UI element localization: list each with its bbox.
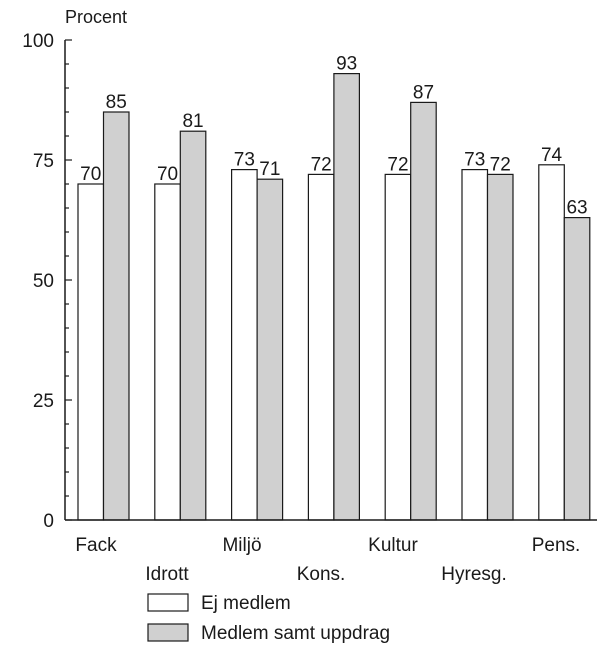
value-label: 70 bbox=[157, 164, 178, 185]
bar-medlem-2 bbox=[256, 178, 284, 521]
bar-medlem-6 bbox=[563, 217, 591, 521]
value-label: 71 bbox=[259, 159, 280, 180]
category-label: Pens. bbox=[532, 535, 581, 556]
value-label: 70 bbox=[80, 164, 101, 185]
value-label: 63 bbox=[566, 198, 587, 219]
legend-label: Ej medlem bbox=[201, 593, 291, 614]
y-tick-label: 100 bbox=[22, 31, 54, 52]
bar-ej-medlem-6 bbox=[538, 164, 565, 521]
legend-swatch bbox=[147, 593, 189, 612]
category-label: Idrott bbox=[145, 564, 189, 585]
bar-medlem-1 bbox=[179, 130, 207, 521]
value-label: 73 bbox=[234, 150, 255, 171]
bar-ej-medlem-0 bbox=[77, 183, 105, 521]
y-tick-label: 50 bbox=[33, 271, 54, 292]
category-label: Hyresg. bbox=[441, 564, 506, 585]
category-label: Kultur bbox=[368, 535, 418, 556]
bar-ej-medlem-5 bbox=[461, 169, 489, 521]
bar-ej-medlem-4 bbox=[384, 173, 412, 521]
value-label: 72 bbox=[387, 154, 408, 175]
category-label: Fack bbox=[75, 535, 117, 556]
value-label: 72 bbox=[490, 154, 511, 175]
category-label: Miljö bbox=[222, 535, 261, 556]
bar-medlem-5 bbox=[486, 173, 514, 521]
value-label: 85 bbox=[106, 92, 127, 113]
bar-ej-medlem-1 bbox=[154, 183, 181, 521]
bar-ej-medlem-2 bbox=[231, 169, 258, 521]
legend-label: Medlem samt uppdrag bbox=[201, 623, 390, 644]
value-label: 72 bbox=[311, 154, 332, 175]
legend-swatch bbox=[147, 623, 189, 642]
bars bbox=[77, 72, 591, 521]
bar-medlem-3 bbox=[333, 72, 360, 521]
value-label: 74 bbox=[541, 145, 563, 166]
y-tick-label: 25 bbox=[33, 391, 54, 412]
value-label: 73 bbox=[464, 150, 485, 171]
y-axis-ticks: 0 25 50 75 100 bbox=[22, 31, 72, 532]
value-label: 93 bbox=[336, 54, 357, 75]
y-tick-label: 75 bbox=[33, 151, 54, 172]
value-label: 87 bbox=[413, 82, 434, 103]
bar-medlem-0 bbox=[102, 111, 130, 521]
bar-ej-medlem-3 bbox=[307, 173, 335, 521]
y-tick-label: 0 bbox=[43, 511, 54, 532]
value-label: 81 bbox=[182, 111, 203, 132]
bar-medlem-4 bbox=[410, 101, 437, 521]
category-labels: Fack Idrott Miljö Kons. Kultur Hyresg. Pens. bbox=[75, 535, 580, 585]
category-label: Kons. bbox=[297, 564, 346, 585]
y-axis-title: Procent bbox=[65, 7, 127, 27]
legend: Ej medlem Medlem samt uppdrag bbox=[147, 593, 390, 644]
